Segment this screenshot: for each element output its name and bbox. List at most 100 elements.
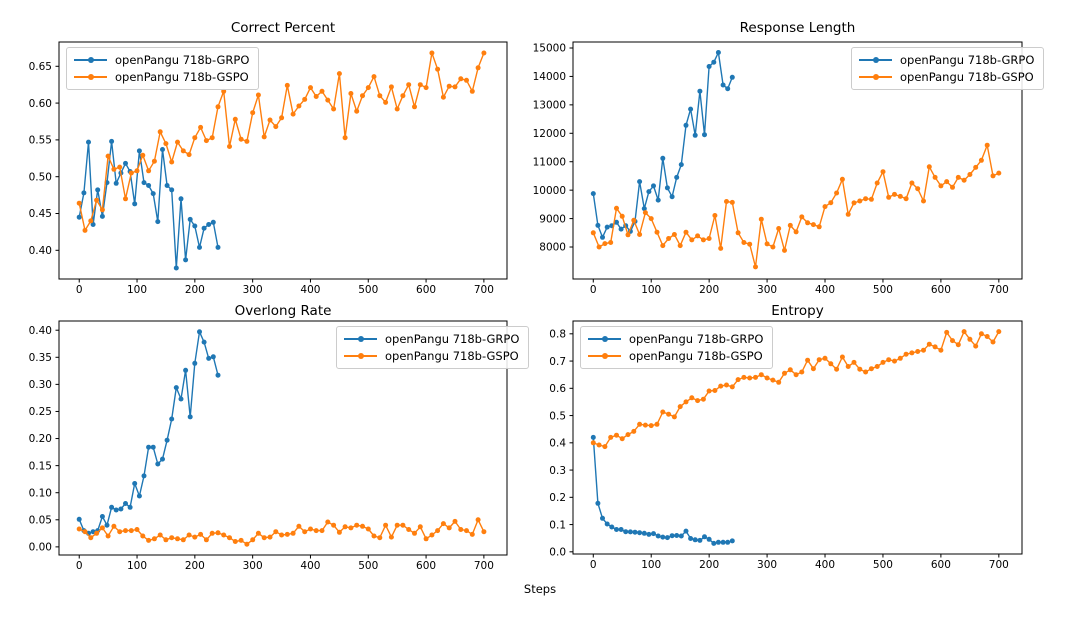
chart-title-response-length: Response Length — [739, 20, 856, 36]
axes-2: 0 100 200 300 400 500 600 700 0.00 0.05 0.10 0.15 0.… — [29, 320, 508, 572]
svg-text:12000: 12000 — [533, 128, 566, 140]
legend-line-marker-gspo — [74, 71, 107, 83]
svg-text:300: 300 — [757, 284, 777, 296]
svg-text:0.5: 0.5 — [549, 410, 566, 422]
svg-text:0.05: 0.05 — [29, 514, 52, 526]
svg-text:0.1: 0.1 — [549, 519, 566, 531]
legend-label-gspo: openPangu 718b-GSPO — [385, 349, 519, 363]
legend-entry-gspo: openPangu 718b-GSPO — [588, 348, 763, 364]
legend-label-gspo: openPangu 718b-GSPO — [629, 349, 763, 363]
legend-entry-grpo: openPangu 718b-GRPO — [74, 52, 249, 68]
legend-label-grpo: openPangu 718b-GRPO — [629, 332, 764, 346]
legend-entry-gspo: openPangu 718b-GSPO — [74, 69, 249, 85]
svg-text:400: 400 — [815, 559, 835, 571]
svg-text:0.20: 0.20 — [29, 433, 52, 445]
svg-text:10000: 10000 — [533, 185, 566, 197]
svg-text:0.2: 0.2 — [549, 492, 566, 504]
svg-text:500: 500 — [873, 559, 893, 571]
series-gspo — [590, 142, 1002, 270]
svg-text:9000: 9000 — [539, 213, 566, 225]
axes-0: 0 100 200 300 400 500 600 700 0.40 0.45 0.50 0.55 0.… — [29, 41, 508, 296]
svg-text:0.50: 0.50 — [29, 171, 52, 183]
svg-text:100: 100 — [127, 284, 147, 296]
svg-text:600: 600 — [416, 560, 436, 572]
svg-text:8000: 8000 — [539, 242, 566, 254]
svg-text:0.6: 0.6 — [549, 383, 566, 395]
svg-text:15000: 15000 — [533, 43, 566, 55]
svg-text:700: 700 — [474, 560, 494, 572]
axes-1: 0 100 200 300 400 500 600 700 8000 9000 10000 11000… — [533, 41, 1023, 296]
svg-text:500: 500 — [358, 560, 378, 572]
legend-line-marker-grpo — [859, 54, 892, 66]
svg-text:400: 400 — [815, 284, 835, 296]
svg-text:0.45: 0.45 — [29, 208, 52, 220]
svg-text:100: 100 — [641, 284, 661, 296]
response-length-chart: Response Length openPangu 718b-GRPO open… — [540, 0, 1080, 300]
svg-text:0: 0 — [590, 284, 597, 296]
legend-line-marker-gspo — [588, 350, 621, 362]
svg-text:0.3: 0.3 — [549, 465, 566, 477]
series-gspo — [76, 517, 487, 547]
svg-text:0.65: 0.65 — [29, 61, 52, 73]
series-grpo — [76, 138, 221, 271]
svg-text:600: 600 — [931, 284, 951, 296]
svg-text:700: 700 — [989, 284, 1009, 296]
chart-title-correct-percent: Correct Percent — [230, 20, 336, 36]
svg-text:0.10: 0.10 — [29, 487, 52, 499]
svg-text:700: 700 — [474, 284, 494, 296]
legend-line-marker-gspo — [859, 71, 892, 83]
svg-text:0.25: 0.25 — [29, 406, 52, 418]
legend-entry-grpo: openPangu 718b-GRPO — [588, 331, 763, 347]
svg-text:11000: 11000 — [533, 156, 566, 168]
legend-overlong-rate: openPangu 718b-GRPO openPangu 718b-GSPO — [336, 326, 530, 369]
svg-text:500: 500 — [358, 284, 378, 296]
svg-text:0.35: 0.35 — [29, 352, 52, 364]
svg-text:200: 200 — [185, 284, 205, 296]
legend-entry-gspo: openPangu 718b-GSPO — [859, 69, 1034, 85]
svg-text:0.15: 0.15 — [29, 460, 52, 472]
legend-line-marker-grpo — [588, 333, 621, 345]
svg-text:200: 200 — [699, 284, 719, 296]
legend-response-length: openPangu 718b-GRPO openPangu 718b-GSPO — [851, 47, 1045, 90]
legend-label-grpo: openPangu 718b-GRPO — [385, 332, 520, 346]
axes-3: 0 100 200 300 400 500 600 700 0.0 0.1 0.2 0.3 0.4 0.5… — [549, 320, 1023, 571]
svg-text:0: 0 — [76, 284, 83, 296]
svg-text:0.40: 0.40 — [29, 245, 52, 257]
series-gspo — [76, 50, 487, 233]
legend-entry-grpo: openPangu 718b-GRPO — [344, 331, 519, 347]
legend-line-marker-grpo — [74, 54, 107, 66]
legend-entropy: openPangu 718b-GRPO openPangu 718b-GSPO — [580, 326, 774, 369]
overlong-rate-chart: Overlong Rate openPangu 718b-GRPO openPa… — [0, 300, 540, 618]
svg-text:13000: 13000 — [533, 100, 566, 112]
legend-line-marker-gspo — [344, 350, 377, 362]
legend-entry-grpo: openPangu 718b-GRPO — [859, 52, 1034, 68]
legend-line-marker-grpo — [344, 333, 377, 345]
correct-percent-chart: Correct Percent openPangu 718b-GRPO open… — [0, 0, 540, 300]
chart-title-overlong-rate: Overlong Rate — [234, 303, 332, 319]
entropy-chart: Entropy openPangu 718b-GRPO openPangu 71… — [540, 300, 1080, 618]
svg-text:700: 700 — [989, 559, 1009, 571]
svg-text:300: 300 — [243, 284, 263, 296]
svg-text:0.8: 0.8 — [549, 329, 566, 341]
svg-text:300: 300 — [243, 560, 263, 572]
svg-text:0.00: 0.00 — [29, 542, 52, 554]
legend-label-grpo: openPangu 718b-GRPO — [115, 53, 250, 67]
steps-axis-label: Steps — [523, 582, 557, 596]
legend-label-gspo: openPangu 718b-GSPO — [900, 70, 1034, 84]
svg-text:0.60: 0.60 — [29, 98, 52, 110]
svg-text:100: 100 — [641, 559, 661, 571]
svg-text:0: 0 — [76, 560, 83, 572]
series-gspo — [590, 329, 1002, 450]
svg-text:0.30: 0.30 — [29, 379, 52, 391]
legend-entry-gspo: openPangu 718b-GSPO — [344, 348, 519, 364]
svg-text:0.4: 0.4 — [549, 438, 566, 450]
svg-text:500: 500 — [873, 284, 893, 296]
svg-text:0.55: 0.55 — [29, 135, 52, 147]
svg-text:400: 400 — [300, 284, 320, 296]
svg-text:0.7: 0.7 — [549, 356, 566, 368]
svg-text:0.40: 0.40 — [29, 325, 52, 337]
svg-text:100: 100 — [127, 560, 147, 572]
svg-text:600: 600 — [931, 559, 951, 571]
